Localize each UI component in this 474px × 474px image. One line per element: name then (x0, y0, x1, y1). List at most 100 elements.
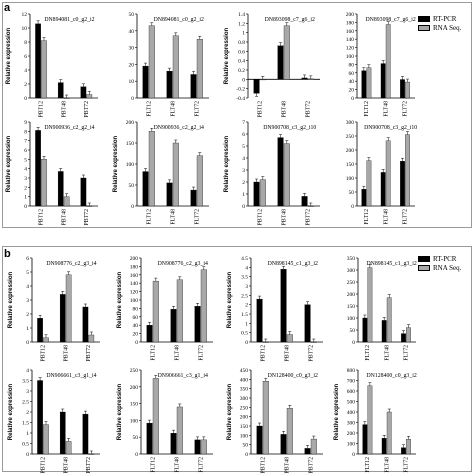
legend-label-rna-seq: RNA Seq. (433, 263, 462, 272)
bar-rna-seq (152, 378, 159, 455)
x-tick-label: FLT48 (170, 101, 176, 117)
x-tick-label: PBT48 (61, 101, 67, 118)
y-tick-label: 0 (26, 452, 29, 458)
bar-rt-pcr (82, 306, 89, 343)
bar-rt-pcr (280, 269, 287, 343)
bar-rt-pcr (277, 45, 284, 80)
y-tick-label: 100 (126, 162, 135, 168)
y-tick-label: 150 (130, 402, 139, 408)
y-tick-label: 40 (349, 79, 355, 85)
y-tick-label: 400 (240, 377, 249, 383)
y-tick-label: 150 (240, 424, 249, 430)
bar-rna-seq (310, 341, 317, 343)
y-tick-label: 300 (347, 421, 356, 427)
y-tick-label: 60 (349, 71, 355, 77)
y-tick-label: 0 (352, 340, 355, 346)
y-tick-label: 300 (346, 120, 355, 126)
y-tick-label: 50 (349, 190, 355, 196)
bar-rna-seq (367, 385, 373, 455)
x-tick-label: FLT72 (403, 101, 409, 117)
bar-rna-seq (259, 179, 266, 207)
x-tick-label: PBT72 (86, 457, 92, 474)
bar-rna-seq (405, 134, 410, 207)
bar-rt-pcr (170, 433, 177, 455)
y-tick-label: 3 (24, 176, 27, 182)
y-tick-label: 0 (26, 340, 29, 346)
bar-rt-pcr (256, 425, 263, 455)
y-tick-label: 2 (24, 185, 27, 191)
x-tick-label: FLT48 (170, 209, 176, 225)
bar-rna-seq (196, 39, 203, 99)
y-tick-label: 200 (346, 148, 355, 154)
bar-rt-pcr (301, 196, 308, 207)
bar-rna-seq (176, 279, 183, 343)
chart-title: DN128400_c0_g3_i2 (367, 373, 417, 379)
y-tick-label: 150 (346, 162, 355, 168)
y-axis-title: Relative expression (227, 271, 233, 328)
y-axis-title: Relative expression (113, 135, 119, 192)
y-tick-label: 300 (347, 268, 356, 274)
legend-swatch-rt-pcr (418, 255, 430, 262)
y-tick-label: 0.8 (238, 40, 245, 46)
bar-rt-pcr (362, 424, 368, 455)
bar-rt-pcr (170, 309, 177, 343)
bar-rna-seq (259, 79, 266, 81)
y-tick-label: 6 (24, 148, 27, 154)
y-tick-label: 250 (240, 405, 249, 411)
bar-rt-pcr (166, 70, 173, 99)
x-tick-label: PBT12 (41, 457, 47, 474)
panel-b-frame (2, 246, 472, 472)
y-tick-label: 100 (130, 298, 139, 304)
y-tick-label: 250 (346, 134, 355, 140)
bar-rt-pcr (253, 79, 260, 94)
y-tick-label: 160 (346, 29, 355, 35)
legend-swatch-rt-pcr (418, 15, 430, 22)
y-tick-label: 5 (242, 144, 245, 150)
y-tick-label: 0.5 (241, 331, 248, 337)
chart-title: DN128400_c0_g3_i2 (268, 373, 318, 379)
legend-swatch-rna-seq (418, 24, 430, 31)
y-tick-label: 8 (24, 40, 27, 46)
bar-rt-pcr (304, 448, 311, 455)
x-tick-label: FLT48 (384, 457, 390, 473)
bar-rt-pcr (57, 82, 64, 99)
y-tick-label: 500 (347, 400, 356, 406)
chart-title: DN893098_c7_g6_i2 (265, 17, 315, 23)
y-tick-label: 100 (346, 54, 355, 60)
y-tick-label: 120 (130, 290, 139, 296)
x-tick-label: FLT12 (146, 101, 152, 117)
bar-rt-pcr (35, 23, 41, 99)
legend-panel-b: RT-PCR RNA Seq. (418, 254, 461, 272)
y-tick-label: 12 (22, 12, 28, 18)
x-tick-label: FLT12 (364, 101, 370, 117)
bar-rt-pcr (380, 63, 386, 99)
legend-label-rt-pcr: RT-PCR (433, 254, 457, 263)
chart-title: DN908776_c2_g3_i4 (158, 261, 208, 267)
x-tick-label: PBT48 (63, 345, 69, 362)
chart-title: DN906661_c3_g1_i4 (158, 373, 208, 379)
y-tick-label: 10 (22, 26, 28, 32)
x-tick-label: FLT12 (146, 209, 152, 225)
bar-rna-seq (43, 337, 49, 343)
bar-rna-seq (307, 78, 314, 80)
y-tick-label: 200 (346, 12, 355, 18)
x-tick-label: PBT12 (39, 101, 45, 118)
y-axis-title: Relative expression (117, 383, 123, 440)
bar-rna-seq (43, 424, 49, 455)
x-tick-label: PBT72 (308, 457, 314, 474)
bar-rt-pcr (59, 411, 66, 455)
y-tick-label: 0.2 (238, 68, 245, 74)
x-tick-label: PBT48 (281, 101, 287, 118)
bar-rna-seq (405, 81, 410, 99)
y-tick-label: 0 (131, 204, 134, 210)
bar-rt-pcr (37, 318, 43, 343)
bar-rna-seq (307, 205, 314, 207)
x-tick-label: FLT48 (384, 345, 390, 361)
bar-rt-pcr (146, 422, 153, 455)
legend-panel-a: RT-PCR RNA Seq. (418, 14, 461, 32)
y-tick-label: 0 (351, 96, 354, 102)
bar-rna-seq (88, 334, 95, 343)
x-tick-label: PBT12 (39, 209, 45, 226)
bar-rna-seq (366, 67, 372, 99)
legend-item-rna-seq: RNA Seq. (418, 263, 461, 272)
